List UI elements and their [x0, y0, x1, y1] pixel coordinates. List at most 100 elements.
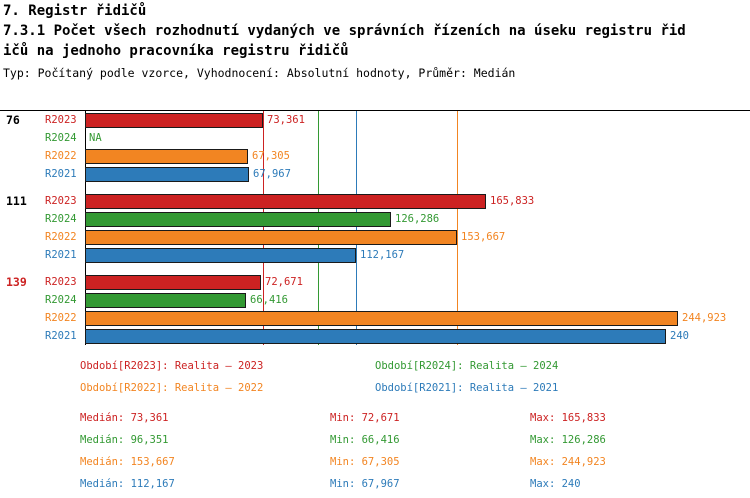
bar-value-label: NA [89, 132, 102, 144]
series-label: R2024 [45, 294, 77, 306]
bar-value-label: 153,667 [461, 231, 506, 243]
row-gutter: R2021 [0, 327, 85, 345]
bar-group: 76 R2023 73,361 R2024 NA R2022 67,305 R2021 67,9… [0, 111, 750, 183]
chart-title-line2: ičů na jednoho pracovníka registru řidič… [3, 43, 349, 59]
bar-row: R2021 240 [0, 327, 750, 345]
bar-value-label: 240 [670, 330, 689, 342]
series-label: R2021 [45, 330, 77, 342]
bar-area: 165,833 [85, 192, 750, 210]
legend-item-r2021: Období[R2021]: Realita – 2021 [375, 382, 559, 394]
row-gutter: R2024 [0, 291, 85, 309]
bar-group: 111 R2023 165,833 R2024 126,286 R2022 153,667 R… [0, 192, 750, 264]
bar-value-label: 244,923 [682, 312, 727, 324]
row-gutter: R2022 [0, 309, 85, 327]
bar-value-label: 66,416 [250, 294, 288, 306]
bar-area: 153,667 [85, 228, 750, 246]
series-label: R2024 [45, 132, 77, 144]
chart-meta-info: Typ: Počítaný podle vzorce, Vyhodnocení:… [3, 66, 516, 80]
bar-area: 72,671 [85, 273, 750, 291]
bar-value-label: 112,167 [360, 249, 405, 261]
row-gutter: R2021 [0, 246, 85, 264]
bar-row: R2024 NA [0, 129, 750, 147]
bar-r2022 [85, 310, 678, 326]
bar-area: 67,967 [85, 165, 750, 183]
series-label: R2023 [45, 114, 77, 126]
bar-group: 139 R2023 72,671 R2024 66,416 R2022 244,923 R20… [0, 273, 750, 345]
bar-area: 67,305 [85, 147, 750, 165]
row-gutter: R2021 [0, 165, 85, 183]
series-label: R2021 [45, 168, 77, 180]
legend-item-r2023: Období[R2023]: Realita – 2023 [80, 360, 264, 372]
row-gutter: R2022 [0, 228, 85, 246]
bar-value-label: 72,671 [265, 276, 303, 288]
series-label: R2022 [45, 312, 77, 324]
bar-r2023 [85, 193, 486, 209]
row-gutter: 111 R2023 [0, 192, 85, 210]
bar-area: 112,167 [85, 246, 750, 264]
bar-r2023 [85, 274, 261, 290]
stat-max-r2021: Max: 240 [530, 478, 581, 490]
row-gutter: R2024 [0, 210, 85, 228]
stat-min-r2024: Min: 66,416 [330, 434, 400, 446]
row-gutter: R2022 [0, 147, 85, 165]
bar-row: R2021 112,167 [0, 246, 750, 264]
bar-row: 139 R2023 72,671 [0, 273, 750, 291]
chart-top-border [0, 110, 750, 111]
bar-area: 66,416 [85, 291, 750, 309]
bar-row: R2024 66,416 [0, 291, 750, 309]
stat-median-r2023: Medián: 73,361 [80, 412, 169, 424]
report-section-title: 7. Registr řidičů [3, 3, 147, 19]
y-axis-line [85, 111, 86, 345]
median-line-r2024 [318, 111, 320, 345]
bar-value-label: 67,967 [253, 168, 291, 180]
series-label: R2022 [45, 231, 77, 243]
legend-item-r2022: Období[R2022]: Realita – 2022 [80, 382, 264, 394]
median-line-r2022 [456, 111, 458, 345]
stat-max-r2022: Max: 244,923 [530, 456, 606, 468]
bar-row: R2024 126,286 [0, 210, 750, 228]
stat-max-r2024: Max: 126,286 [530, 434, 606, 446]
series-label: R2021 [45, 249, 77, 261]
group-label: 111 [6, 194, 27, 208]
row-gutter: R2024 [0, 129, 85, 147]
legend-item-r2024: Období[R2024]: Realita – 2024 [375, 360, 559, 372]
bar-area: 244,923 [85, 309, 750, 327]
row-gutter: 76 R2023 [0, 111, 85, 129]
bar-row: R2022 67,305 [0, 147, 750, 165]
bar-value-label: 67,305 [252, 150, 290, 162]
bar-area: 73,361 [85, 111, 750, 129]
bar-area: 240 [85, 327, 750, 345]
bar-r2021 [85, 247, 356, 263]
series-label: R2024 [45, 213, 77, 225]
bar-r2021 [85, 328, 666, 344]
bar-r2024 [85, 211, 391, 227]
bar-row: R2022 153,667 [0, 228, 750, 246]
bar-r2023 [85, 112, 263, 128]
stat-min-r2021: Min: 67,967 [330, 478, 400, 490]
stat-median-r2024: Medián: 96,351 [80, 434, 169, 446]
series-label: R2023 [45, 195, 77, 207]
bar-area: 126,286 [85, 210, 750, 228]
chart-title-line1: 7.3.1 Počet všech rozhodnutí vydaných ve… [3, 23, 686, 39]
legend: Období[R2023]: Realita – 2023 Období[R20… [80, 360, 720, 394]
bar-r2024 [85, 292, 246, 308]
stat-max-r2023: Max: 165,833 [530, 412, 606, 424]
bar-r2021 [85, 166, 249, 182]
median-line-r2021 [356, 111, 358, 345]
row-gutter: 139 R2023 [0, 273, 85, 291]
stat-median-r2022: Medián: 153,667 [80, 456, 175, 468]
group-label: 139 [6, 275, 27, 289]
stat-min-r2023: Min: 72,671 [330, 412, 400, 424]
group-label: 76 [6, 113, 20, 127]
median-line-r2023 [262, 111, 264, 345]
bar-r2022 [85, 148, 248, 164]
bar-area: NA [85, 129, 750, 147]
bar-value-label: 73,361 [267, 114, 305, 126]
series-label: R2023 [45, 276, 77, 288]
bar-row: R2021 67,967 [0, 165, 750, 183]
chart-plot: 76 R2023 73,361 R2024 NA R2022 67,305 R2021 67,9… [0, 111, 750, 345]
bar-row: 111 R2023 165,833 [0, 192, 750, 210]
bar-row: 76 R2023 73,361 [0, 111, 750, 129]
stat-median-r2021: Medián: 112,167 [80, 478, 175, 490]
